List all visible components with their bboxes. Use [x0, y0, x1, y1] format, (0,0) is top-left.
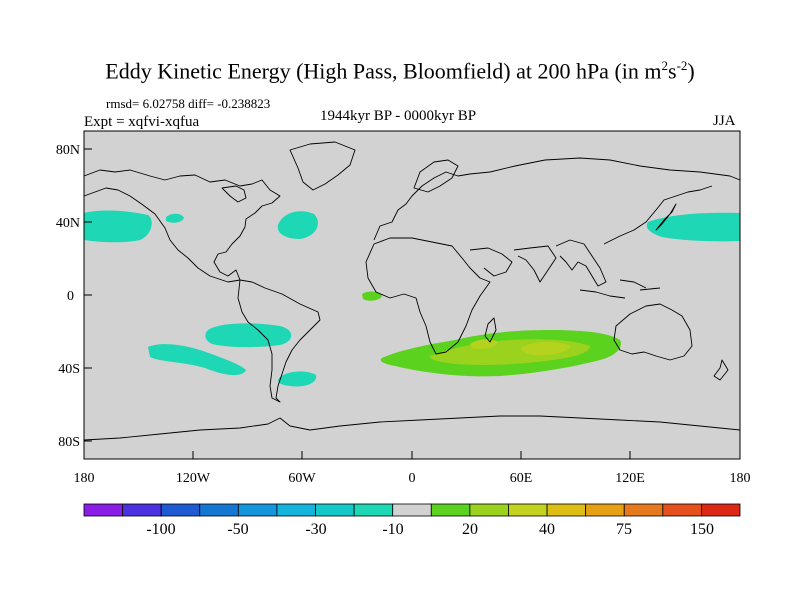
anomaly-patch-south-indian-core — [521, 342, 570, 356]
axis-ticks — [84, 148, 631, 459]
coastlines — [83, 141, 741, 441]
anomaly-patch-npacific-small — [166, 213, 184, 223]
colorbar-label-neg100: -100 — [146, 521, 175, 538]
lon-label-180w: 180 — [74, 471, 95, 486]
anomaly-patch-natlantic — [277, 211, 318, 239]
colorbar-cell — [276, 503, 316, 517]
coastline-south-america — [237, 279, 321, 403]
title-sup-1: 2 — [661, 58, 669, 73]
map-panel: 80N 40N 0 40S 80S 180 120W 60W 0 60E 120… — [56, 130, 751, 486]
colorbar-cell — [353, 503, 394, 517]
lon-label-120w: 120W — [176, 471, 211, 486]
colorbar-cell — [160, 503, 201, 517]
map-background — [84, 131, 740, 459]
coastline-arabia-india — [469, 245, 557, 283]
coastline-greenland — [289, 141, 356, 191]
title-mid: s — [668, 58, 677, 84]
colorbar-label-neg30: -30 — [305, 521, 326, 538]
colorbar-cells — [83, 503, 741, 517]
coastline-indonesia — [579, 279, 661, 299]
coastline-scandinavia — [413, 159, 459, 193]
title-sup-2: -2 — [676, 58, 688, 73]
colorbar-cell — [122, 503, 162, 517]
coastline-africa — [365, 237, 491, 355]
colorbar-cell — [701, 503, 741, 517]
colorbar-label-150: 150 — [690, 521, 714, 538]
colorbar-cell — [508, 503, 548, 517]
coastline-madagascar — [484, 317, 497, 343]
coastline-australia — [613, 303, 693, 361]
colorbar-labels: -100 -50 -30 -10 20 40 75 150 — [146, 521, 714, 538]
colorbar-cell — [585, 503, 625, 517]
lat-label-40n: 40N — [56, 216, 80, 231]
anomaly-patch-spacific-2 — [148, 344, 246, 376]
colorbar-cell — [315, 503, 355, 517]
colorbar-label-40: 40 — [539, 521, 555, 538]
coastline-north-america — [83, 169, 281, 283]
lat-labels: 80N 40N 0 40S 80S — [56, 143, 80, 450]
coastline-antarctica — [83, 415, 741, 441]
lon-label-0: 0 — [409, 471, 416, 486]
colorbar-cell — [237, 503, 278, 517]
lon-label-120e: 120E — [615, 471, 645, 486]
coastline-hudson-bay — [221, 185, 247, 203]
colorbar-cell — [199, 503, 239, 517]
lat-label-80n: 80N — [56, 143, 80, 158]
colorbar-cell — [546, 503, 587, 517]
lon-label-180e: 180 — [730, 471, 751, 486]
anomaly-patch-npacific-west — [84, 210, 152, 243]
anomaly-patch-satlantic-west — [278, 371, 317, 387]
coastline-europe — [373, 157, 741, 241]
period-label: 1944kyr BP - 0000kyr BP — [320, 108, 477, 124]
season-label: JJA — [713, 113, 736, 129]
chart-title: Eddy Kinetic Energy (High Pass, Bloomfie… — [0, 58, 800, 84]
colorbar-cell — [392, 503, 432, 517]
anomaly-patch-wpacific — [646, 212, 740, 242]
colorbar-cell — [430, 503, 471, 517]
colorbar-label-75: 75 — [616, 521, 632, 538]
rmsd-label: rmsd= 6.02758 diff= -0.238823 — [106, 96, 271, 111]
colorbar-cell — [662, 503, 702, 517]
anomaly-shading — [84, 210, 740, 387]
lon-labels: 180 120W 60W 0 60E 120E 180 — [74, 471, 751, 486]
colorbar-cell — [623, 503, 664, 517]
lon-label-60e: 60E — [510, 471, 533, 486]
colorbar-cell — [469, 503, 509, 517]
colorbar: -100 -50 -30 -10 20 40 75 150 — [83, 503, 741, 538]
title-text: Eddy Kinetic Energy (High Pass, Bloomfie… — [105, 58, 662, 84]
lon-label-60w: 60W — [288, 471, 316, 486]
coastline-asia-southeast — [555, 185, 713, 287]
colorbar-cell — [83, 503, 123, 517]
anomaly-patch-tropical-atlantic — [362, 291, 382, 301]
lat-label-40s: 40S — [58, 362, 80, 377]
expt-label: Expt = xqfvi-xqfua — [84, 114, 200, 130]
anomaly-patch-spacific-1 — [205, 323, 292, 348]
coastline-japan — [655, 203, 677, 231]
colorbar-label-neg10: -10 — [382, 521, 403, 538]
colorbar-label-20: 20 — [462, 521, 478, 538]
title-close: ) — [687, 58, 695, 84]
lat-label-0: 0 — [67, 289, 74, 304]
lat-label-80s: 80S — [58, 435, 80, 450]
anomaly-patch-south-indian-top — [470, 339, 498, 349]
coastline-new-zealand — [713, 359, 729, 381]
colorbar-label-neg50: -50 — [227, 521, 248, 538]
